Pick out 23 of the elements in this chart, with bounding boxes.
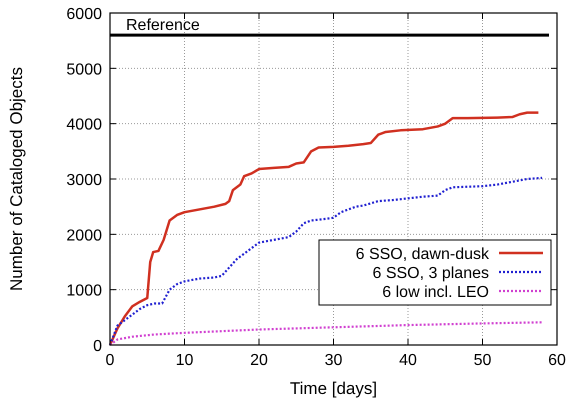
ref-line-label: Reference	[126, 17, 200, 34]
x-tick-label: 0	[106, 352, 115, 369]
x-tick-label: 60	[548, 352, 566, 369]
x-axis-title: Time [days]	[290, 379, 378, 398]
x-tick-label: 40	[399, 352, 417, 369]
line-series	[108, 321, 544, 346]
y-tick-label: 1000	[66, 282, 102, 300]
y-tick-label: 2000	[66, 227, 102, 244]
x-tick-label: 50	[474, 352, 492, 369]
line-series	[108, 176, 544, 346]
y-tick-label: 3000	[66, 172, 102, 189]
x-tick-label: 10	[176, 352, 194, 369]
legend-label: 6 SSO, 3 planes	[372, 265, 489, 282]
legend-label: 6 SSO, dawn-dusk	[356, 246, 490, 263]
y-tick-label: 0	[93, 338, 102, 355]
y-tick-label: 5000	[66, 61, 102, 78]
x-tick-label: 30	[324, 352, 342, 369]
x-tick-label: 20	[250, 352, 268, 369]
y-axis-title: Number of Cataloged Objects	[7, 67, 26, 291]
y-tick-label: 4000	[66, 116, 102, 134]
legend-label: 6 low incl. LEO	[382, 284, 489, 301]
line-series	[108, 111, 540, 346]
y-tick-label: 6000	[66, 6, 102, 23]
